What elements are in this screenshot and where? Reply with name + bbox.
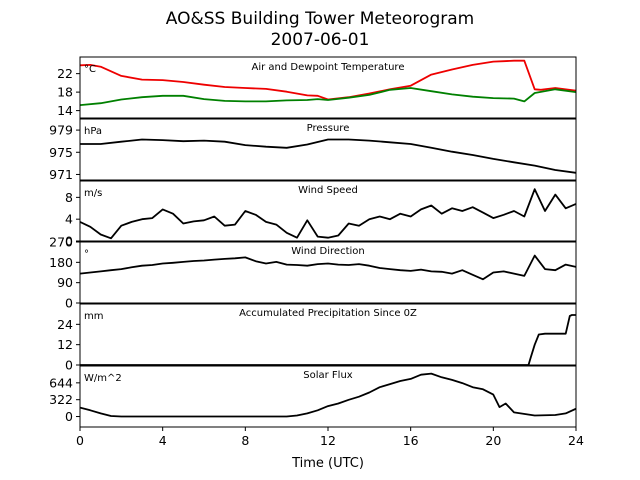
y-tick-label: 971: [49, 167, 73, 182]
series-line-pressure-0: [80, 138, 576, 174]
figure-title: AO&SS Building Tower Meteorogram: [166, 9, 474, 29]
x-tick-label: 24: [568, 433, 584, 448]
panel-solar-flux: 0 322 644 Solar Flux W/m^2: [49, 365, 577, 428]
x-tick-label: 16: [403, 433, 419, 448]
series-line-air-and-dewpoint-temperature-1: [80, 87, 576, 106]
y-tick-label: 18: [57, 85, 73, 100]
panel-unit: m/s: [84, 188, 102, 199]
panel-frame: [79, 241, 577, 304]
panel-title: Air and Dewpoint Temperature: [252, 62, 405, 73]
panel-unit: mm: [84, 311, 103, 322]
panel-frame: [79, 56, 577, 119]
series-line-accumulated-precipitation-since-0z-0: [80, 314, 576, 365]
panel-frame: [79, 180, 577, 242]
panel-title: Accumulated Precipitation Since 0Z: [239, 308, 417, 319]
y-tick-label: 14: [57, 103, 73, 118]
y-tick-label: 4: [65, 212, 73, 227]
x-tick-label: 8: [241, 433, 249, 448]
panel-unit: °C: [84, 64, 96, 75]
panel-title: Pressure: [307, 123, 350, 134]
y-tick-label: 975: [49, 145, 73, 160]
y-tick-label: 0: [65, 234, 73, 249]
y-tick-label: 644: [49, 375, 73, 390]
y-tick-label: 180: [49, 255, 73, 270]
panel-frame: [79, 118, 577, 181]
x-axis: 0 4 8 12 16 20 24: [76, 427, 584, 448]
series-line-wind-speed-0: [80, 188, 576, 240]
y-tick-label: 0: [65, 358, 73, 373]
panel-wind-speed: 0 4 8 Wind Speed m/s: [65, 180, 577, 249]
y-tick-label: 979: [49, 123, 73, 138]
panel-title: Wind Speed: [298, 185, 358, 196]
panel-title: Wind Direction: [291, 246, 365, 257]
y-tick-label: 0: [65, 296, 73, 311]
panel-unit: W/m^2: [84, 373, 122, 384]
series-line-wind-direction-0: [80, 254, 576, 281]
y-tick-label: 12: [57, 337, 73, 352]
y-tick-label: 8: [65, 190, 73, 205]
y-tick-label: 22: [57, 66, 73, 81]
x-tick-label: 12: [320, 433, 336, 448]
x-tick-label: 0: [76, 433, 84, 448]
x-tick-label: 4: [159, 433, 167, 448]
panel-frame: [79, 303, 577, 366]
panel-accumulated-precipitation-since-0z: 0 12 24 Accumulated Precipitation Since 0Z m…: [57, 303, 577, 373]
panel-unit: °: [84, 249, 89, 260]
panel-wind-direction: 0 90 180 270 Wind Direction °: [49, 235, 577, 311]
y-tick-label: 24: [57, 317, 73, 332]
y-tick-label: 90: [57, 275, 73, 290]
y-tick-label: 0: [65, 409, 73, 424]
panel-unit: hPa: [84, 126, 102, 137]
series-line-solar-flux-0: [80, 372, 576, 418]
x-axis-label: Time (UTC): [291, 456, 364, 471]
figure-subtitle-date: 2007-06-01: [271, 30, 370, 50]
x-tick-label: 20: [485, 433, 501, 448]
y-tick-label: 270: [49, 235, 73, 250]
panel-air-and-dewpoint-temperature: 14 18 22 Air and Dewpoint Temperature °C: [57, 56, 577, 119]
panel-pressure: 971 975 979 Pressure hPa: [49, 118, 577, 182]
panel-title: Solar Flux: [303, 370, 353, 381]
y-tick-label: 322: [49, 392, 73, 407]
